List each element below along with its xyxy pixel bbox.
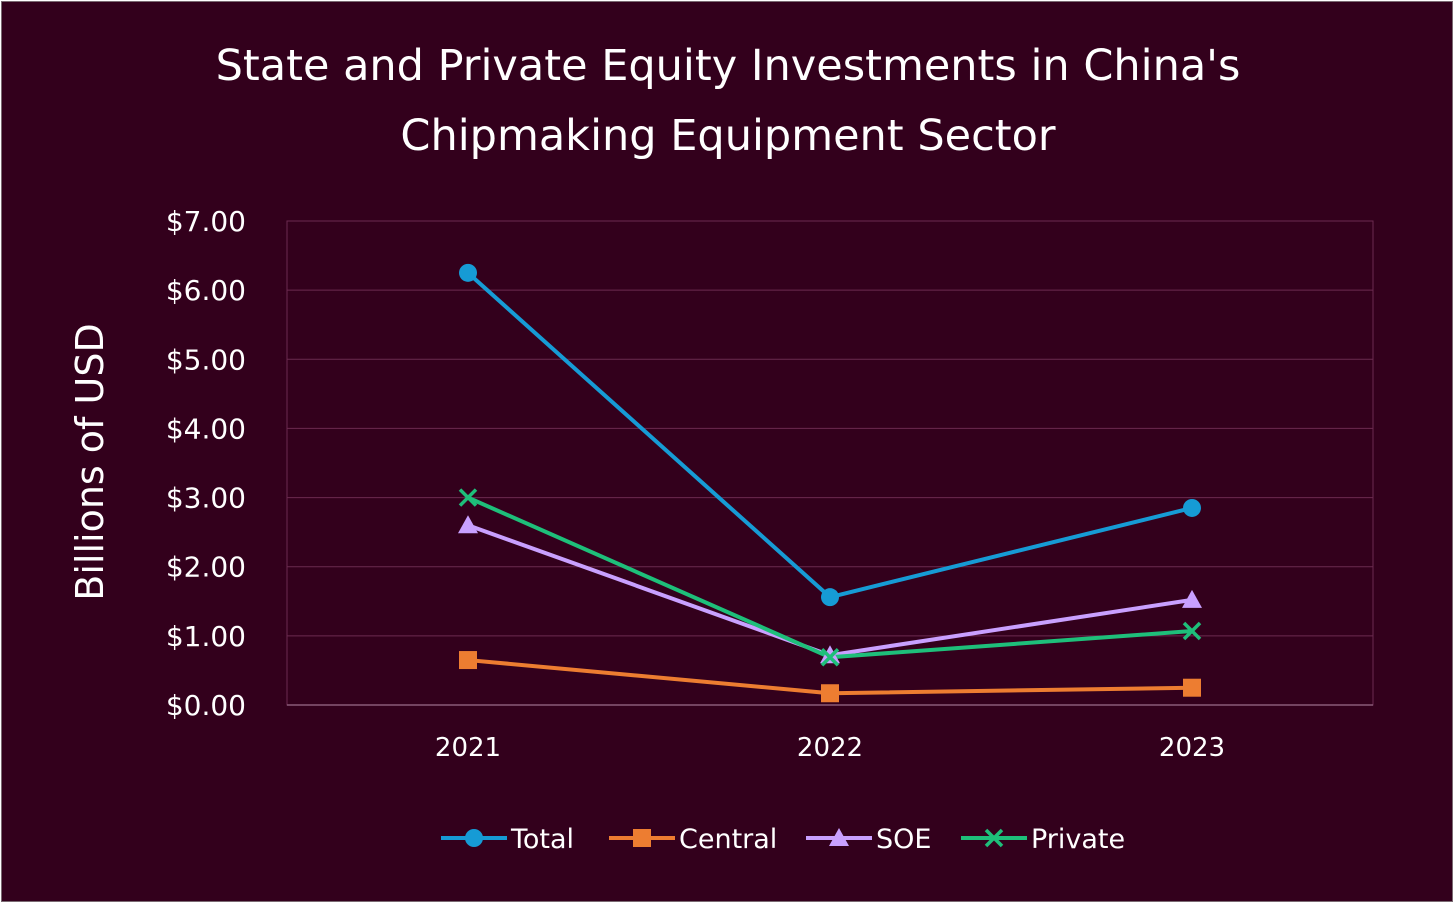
series-lines — [466, 271, 1193, 696]
x-tick-label: 2022 — [797, 733, 863, 763]
data-point-soe — [458, 515, 478, 534]
data-point-central — [459, 651, 477, 670]
series-line-total — [466, 271, 1193, 600]
plot-area-border — [286, 220, 1374, 706]
legend-label: Total — [510, 824, 574, 855]
legend-item-private: Private — [961, 824, 1125, 855]
data-point-total — [459, 263, 477, 282]
x-tick-label: 2021 — [435, 733, 501, 763]
y-tick-label: $2.00 — [166, 551, 246, 584]
y-tick-label: $1.00 — [166, 620, 246, 653]
y-tick-label: $5.00 — [166, 343, 246, 376]
x-marker-stroke — [984, 828, 1004, 848]
data-point-central — [821, 684, 839, 703]
gridlines — [286, 220, 1374, 706]
y-tick-label: $6.00 — [166, 274, 246, 307]
legend-item-soe: SOE — [806, 824, 931, 855]
legend-marker — [633, 829, 651, 847]
axes: $0.00 $1.00 $2.00 $3.00 $4.00 $5.00 $6.00 $7.00… — [68, 205, 1225, 763]
data-point-private — [820, 648, 840, 667]
y-tick-label: $0.00 — [166, 689, 246, 722]
series-markers — [458, 263, 1202, 703]
legend-marker — [829, 828, 849, 846]
chart-title-line-2: Chipmaking Equipment Sector — [400, 111, 1056, 161]
x-tick-label: 2023 — [1159, 733, 1225, 763]
y-tick-label: $7.00 — [166, 205, 246, 238]
x-marker-stroke — [1182, 621, 1202, 641]
legend-marker — [465, 829, 483, 847]
legend-label: Central — [679, 824, 777, 855]
y-tick-label: $3.00 — [166, 482, 246, 515]
legend-label: Private — [1031, 824, 1125, 855]
data-point-total — [821, 588, 839, 607]
legend-item-total: Total — [441, 824, 574, 855]
x-marker-stroke — [820, 648, 840, 667]
chart-title-line-1: State and Private Equity Investments in … — [215, 41, 1241, 91]
data-point-central — [1183, 678, 1201, 697]
legend-marker — [984, 828, 1004, 848]
legend: Total Central SOE Private — [441, 824, 1125, 855]
series-line-private — [467, 495, 1193, 660]
y-tick-label: $4.00 — [166, 412, 246, 445]
data-point-soe — [820, 645, 840, 664]
data-point-soe — [1182, 589, 1202, 608]
legend-item-central: Central — [609, 824, 777, 855]
data-point-private — [458, 488, 478, 507]
legend-label: SOE — [876, 824, 931, 855]
data-point-private — [1182, 621, 1202, 641]
y-axis-title: Billions of USD — [68, 323, 112, 600]
x-marker-stroke — [458, 488, 478, 507]
data-point-total — [1183, 498, 1201, 517]
